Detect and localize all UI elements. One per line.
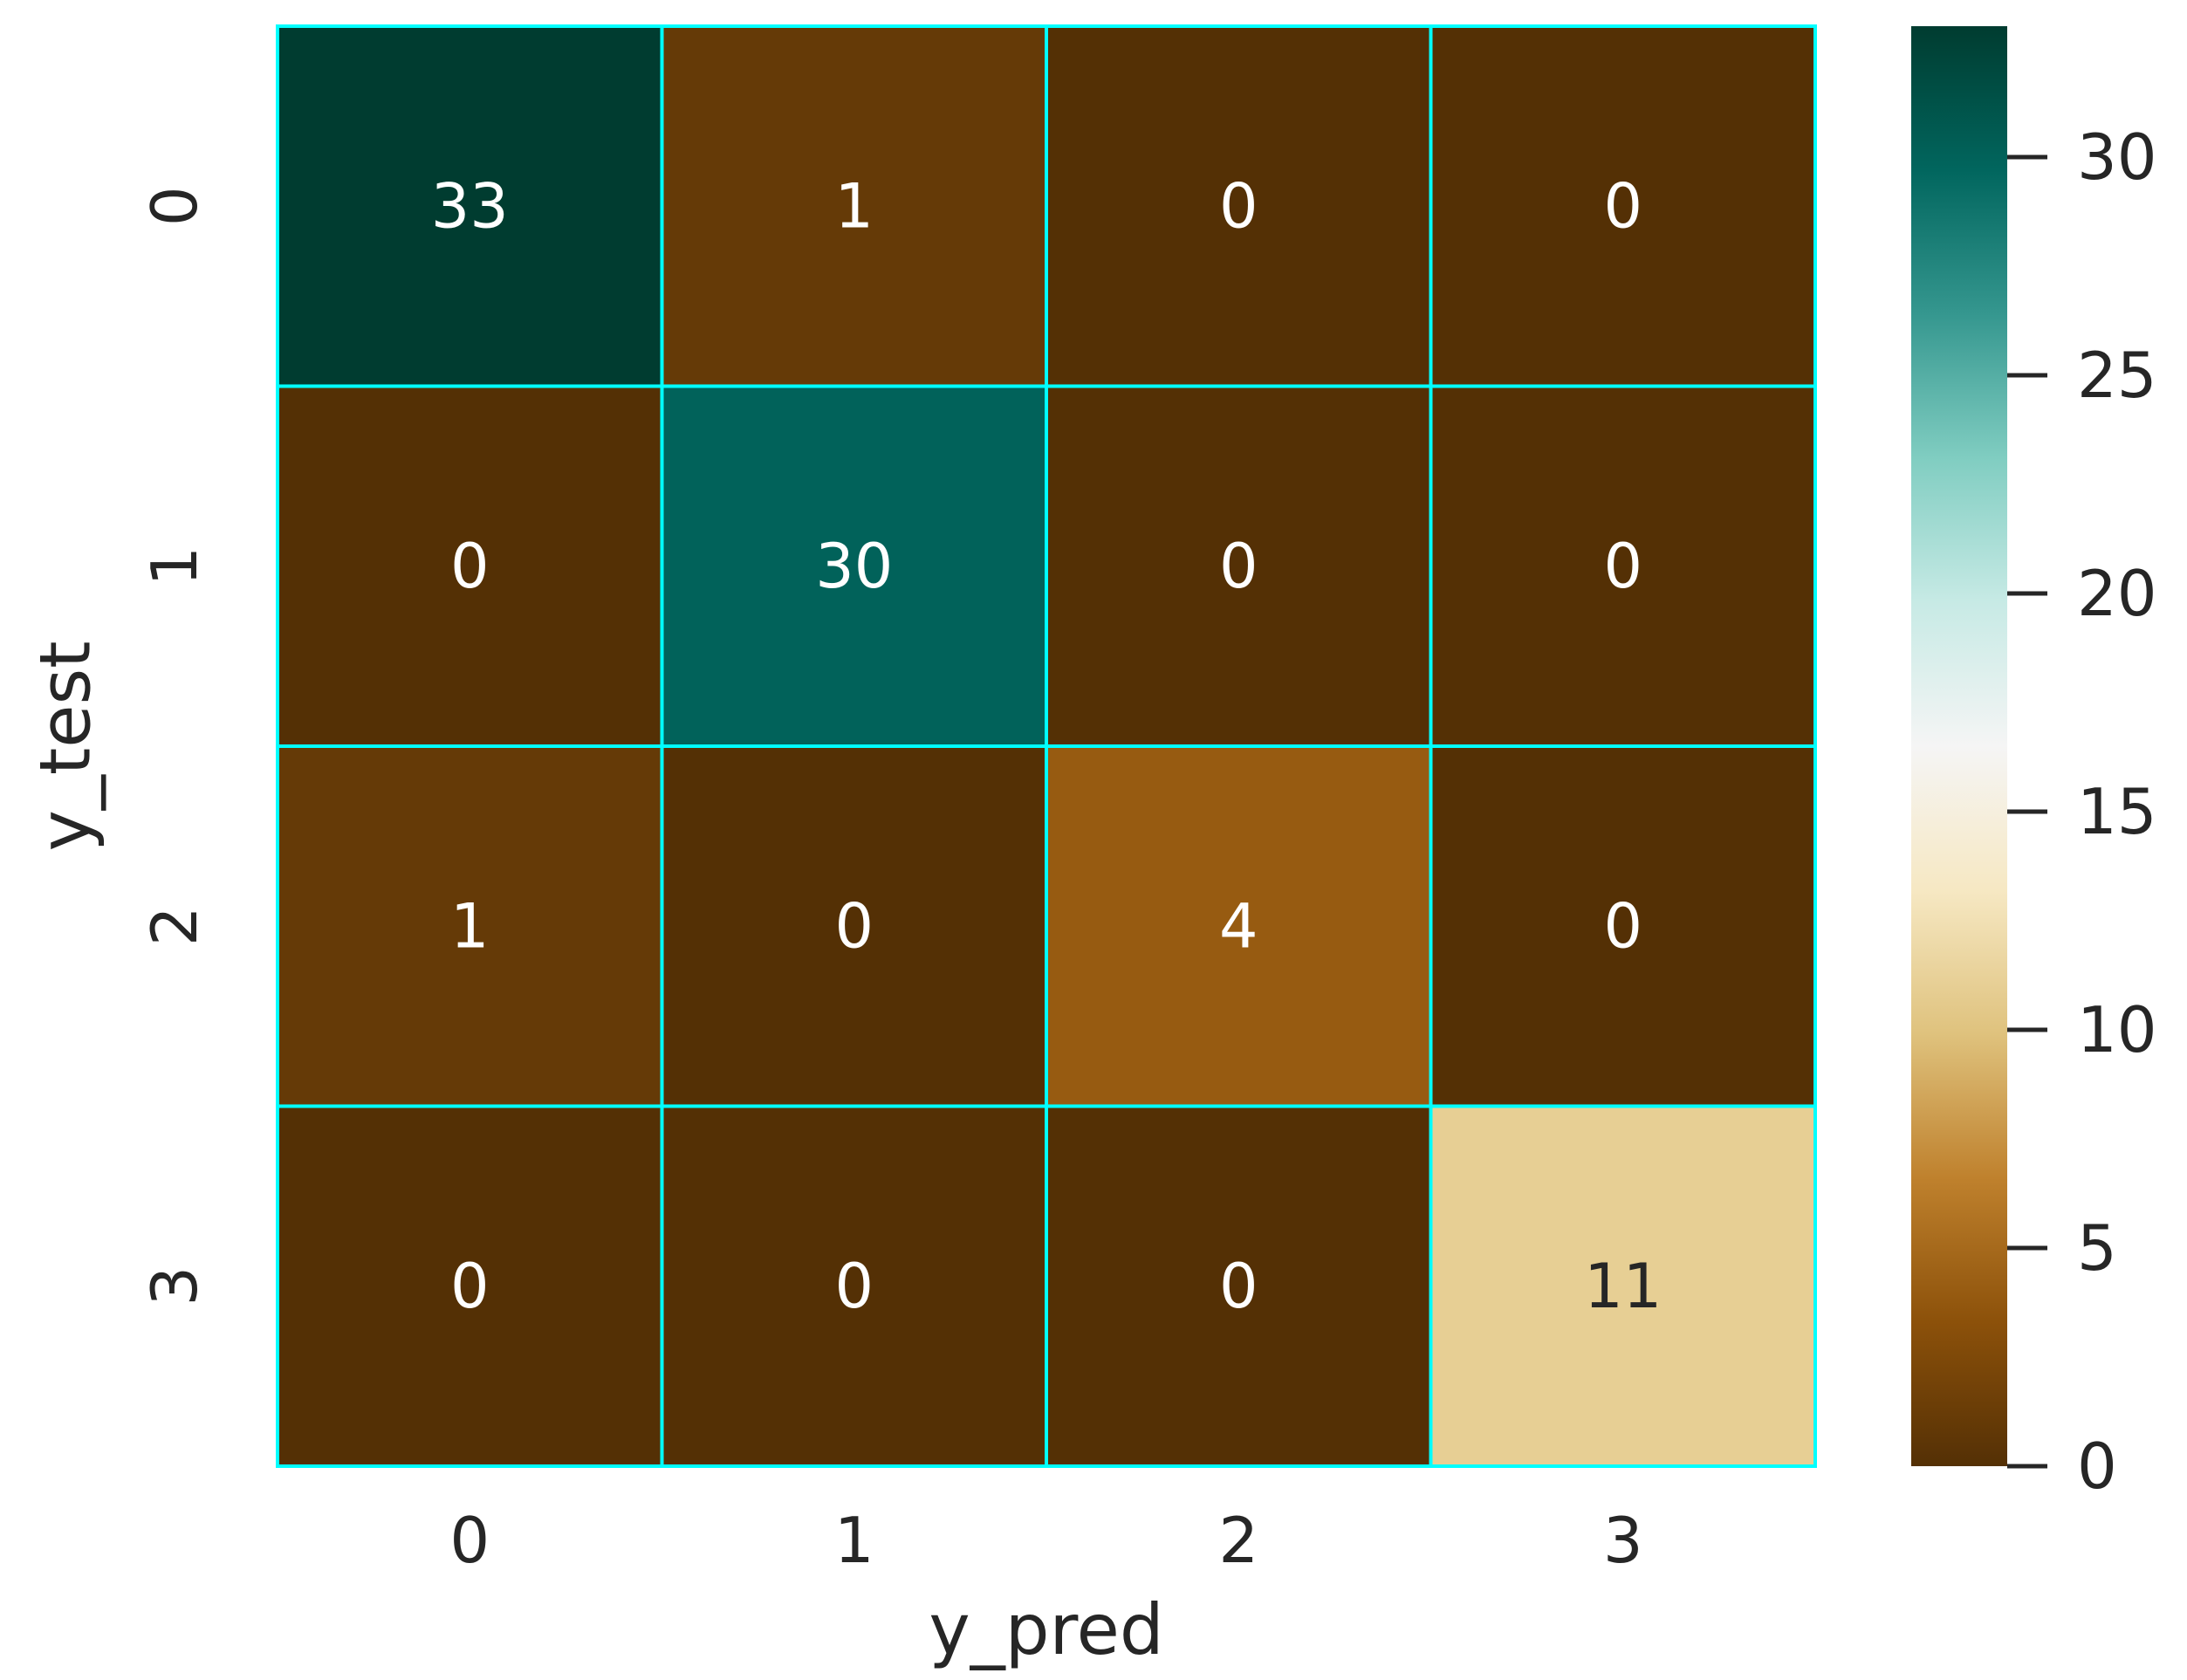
heatmap-cell-label-r3-c3: 11 — [1584, 1251, 1662, 1322]
heatmap-cell-label-r0-c0: 33 — [431, 170, 509, 242]
heatmap-cell-r3-c3 — [1429, 1104, 1817, 1468]
x-tick-label-3: 3 — [1603, 1504, 1643, 1577]
colorbar-tick-label-25: 25 — [2077, 339, 2157, 412]
colorbar-tick-label-10: 10 — [2077, 993, 2157, 1066]
heatmap-cell-label-r0-c1: 1 — [834, 170, 874, 242]
x-tick-label-2: 2 — [1218, 1504, 1258, 1577]
colorbar-tick-label-5: 5 — [2077, 1211, 2117, 1285]
heatmap-annotations: 33 1 0 0 0 30 0 0 1 0 4 0 0 0 0 11 — [431, 170, 1663, 1322]
heatmap-cell-r0-c3 — [1429, 24, 1817, 388]
heatmap-cell-r0-c2 — [1045, 24, 1433, 388]
x-tick-label-1: 1 — [834, 1504, 874, 1577]
y-axis-label: y_test — [25, 641, 106, 852]
heatmap-cell-label-r2-c1: 0 — [834, 890, 874, 962]
x-axis-ticks: 0 1 2 3 — [449, 1504, 1642, 1577]
colorbar: 0 5 10 15 20 25 30 — [1911, 26, 2157, 1503]
heatmap-cell-label-r0-c3: 0 — [1603, 170, 1642, 242]
y-tick-label-2: 2 — [138, 906, 211, 946]
x-axis-label: y_pred — [929, 1589, 1163, 1670]
x-tick-label-0: 0 — [449, 1504, 490, 1577]
colorbar-tick-label-20: 20 — [2077, 557, 2157, 630]
heatmap-cell-label-r3-c2: 0 — [1219, 1251, 1258, 1322]
heatmap-cell-r0-c0 — [276, 24, 664, 388]
heatmap-cell-label-r0-c2: 0 — [1219, 170, 1258, 242]
heatmap-cell-label-r2-c0: 1 — [450, 890, 490, 962]
heatmap-cell-label-r2-c3: 0 — [1603, 890, 1642, 962]
y-tick-label-1: 1 — [138, 546, 211, 586]
heatmap-cell-label-r3-c1: 0 — [834, 1251, 874, 1322]
heatmap-grid — [276, 24, 1817, 1468]
heatmap-cell-label-r1-c0: 0 — [450, 531, 490, 602]
colorbar-tick-label-0: 0 — [2077, 1430, 2117, 1503]
colorbar-tick-label-15: 15 — [2077, 775, 2157, 848]
heatmap-cell-label-r1-c2: 0 — [1219, 531, 1258, 602]
heatmap-cell-r1-c1 — [660, 384, 1048, 748]
heatmap-cell-r3-c0 — [276, 1104, 664, 1468]
colorbar-ticks: 0 5 10 15 20 25 30 — [2007, 120, 2157, 1503]
y-tick-label-0: 0 — [138, 186, 211, 226]
y-tick-label-3: 3 — [138, 1266, 211, 1306]
heatmap-cell-r1-c0 — [276, 384, 664, 748]
heatmap-cell-label-r3-c0: 0 — [450, 1251, 490, 1322]
heatmap-cell-label-r2-c2: 4 — [1219, 890, 1258, 962]
heatmap-cell-r2-c3 — [1429, 744, 1817, 1108]
y-axis-ticks: 0 1 2 3 — [138, 186, 211, 1306]
heatmap-cell-r0-c1 — [660, 24, 1048, 388]
heatmap-cell-r1-c3 — [1429, 384, 1817, 748]
heatmap-cell-label-r1-c1: 30 — [815, 531, 893, 602]
heatmap-cell-r2-c1 — [660, 744, 1048, 1108]
heatmap-cell-r3-c2 — [1045, 1104, 1433, 1468]
colorbar-scale — [1911, 26, 2007, 1466]
heatmap-cell-r3-c1 — [660, 1104, 1048, 1468]
heatmap-cell-label-r1-c3: 0 — [1603, 531, 1642, 602]
colorbar-tick-label-30: 30 — [2077, 120, 2157, 194]
